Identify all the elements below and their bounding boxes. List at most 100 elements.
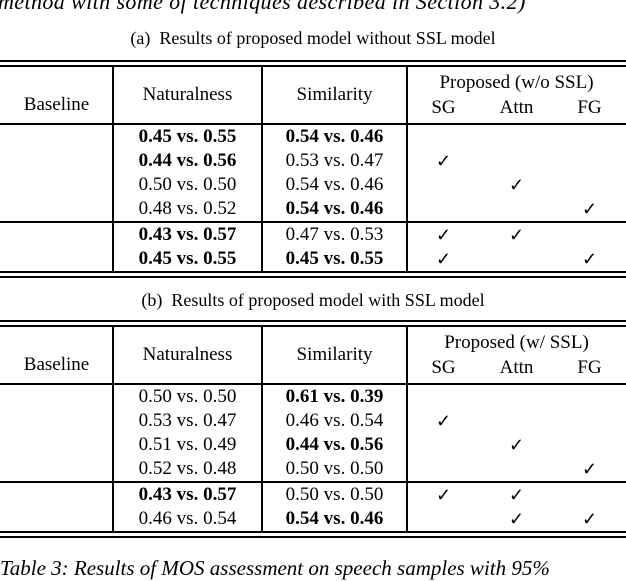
table-a-caption: (a) Results of proposed model without SSL… [0,28,626,49]
caption-a-text: Results of proposed model without SSL mo… [159,28,496,48]
proposed-checks-cell: ✓ [407,433,626,457]
proposed-subheaders: SG Attn FG [407,355,626,380]
similarity-score-cell: 0.61 vs. 0.39 [285,386,384,407]
sg-checkmark: ✓ [435,411,452,431]
proposed-checks-cell: ✓ ✓ [407,483,626,507]
column-header-baseline: Baseline [23,354,90,375]
naturalness-score-cell: 0.45 vs. 0.55 [138,126,237,147]
column-header-baseline: Baseline [23,94,90,115]
fg-checkmark [553,125,626,149]
caption-a-label: (a) [130,28,151,48]
similarity-score-cell: 0.50 vs. 0.50 [285,458,384,479]
similarity-score-cell: 0.54 vs. 0.46 [285,126,384,147]
similarity-score-cell: 0.50 vs. 0.50 [285,484,384,505]
column-header-similarity: Similarity [296,84,373,105]
table-row: 0.48 vs. 0.52 0.54 vs. 0.46 ✓ [0,197,626,221]
naturalness-score-cell: 0.44 vs. 0.56 [138,150,237,171]
baseline-cell [0,197,113,221]
sg-checkmark [407,385,480,409]
proposed-checks-cell: ✓ [407,173,626,197]
naturalness-score-cell: 0.48 vs. 0.52 [138,198,237,219]
attn-checkmark [480,247,553,271]
attn-checkmark: ✓ [508,485,525,505]
proposed-checks-cell [407,125,626,149]
table-bottom-double-rule [0,271,626,278]
fg-checkmark [553,409,626,433]
column-header-fg: FG [577,357,602,378]
similarity-score-cell: 0.54 vs. 0.46 [285,174,384,195]
fg-checkmark: ✓ [581,459,598,479]
column-header-attn: Attn [499,97,534,118]
attn-checkmark [480,197,553,221]
similarity-score-cell: 0.54 vs. 0.46 [285,508,384,529]
sg-checkmark [407,457,480,481]
table-b-caption: (b) Results of proposed model with SSL mo… [0,290,626,311]
naturalness-score-cell: 0.51 vs. 0.49 [138,434,237,455]
fg-checkmark: ✓ [581,249,598,269]
sg-checkmark: ✓ [435,151,452,171]
column-header-sg: SG [431,97,456,118]
attn-checkmark: ✓ [508,435,525,455]
table-row: 0.43 vs. 0.57 0.50 vs. 0.50 ✓ ✓ [0,483,626,507]
sg-checkmark: ✓ [435,225,452,245]
table-a-group-1: 0.45 vs. 0.55 0.54 vs. 0.46 0.44 vs. 0.56 0… [0,125,626,221]
group-separator-rule [0,481,626,483]
similarity-score-cell: 0.54 vs. 0.46 [285,198,384,219]
group-separator-rule [0,221,626,223]
column-separator [406,327,408,531]
similarity-score-cell: 0.44 vs. 0.56 [285,434,384,455]
column-separator [261,67,263,271]
table-row: 0.50 vs. 0.50 0.54 vs. 0.46 ✓ [0,173,626,197]
table-top-double-rule [0,320,626,327]
caption-b-label: (b) [141,290,163,310]
attn-checkmark [480,385,553,409]
header-separator-rule [0,383,626,385]
fg-checkmark [553,483,626,507]
baseline-cell [0,173,113,197]
naturalness-score-cell: 0.43 vs. 0.57 [138,224,237,245]
table-row: 0.50 vs. 0.50 0.61 vs. 0.39 [0,385,626,409]
attn-checkmark: ✓ [508,225,525,245]
table-row: 0.45 vs. 0.55 0.45 vs. 0.55 ✓ ✓ [0,247,626,271]
similarity-score-cell: 0.47 vs. 0.53 [285,224,384,245]
naturalness-score-cell: 0.45 vs. 0.55 [138,248,237,269]
table-a-group-2: 0.43 vs. 0.57 0.47 vs. 0.53 ✓ ✓ 0.45 vs. 0.5… [0,223,626,271]
caption-b-text: Results of proposed model with SSL model [171,290,485,310]
table-b-header-row: Baseline Naturalness Similarity Proposed… [0,327,626,383]
fg-checkmark: ✓ [581,199,598,219]
attn-checkmark [480,125,553,149]
table-row: 0.44 vs. 0.56 0.53 vs. 0.47 ✓ [0,149,626,173]
fg-checkmark [553,385,626,409]
table-row: 0.43 vs. 0.57 0.47 vs. 0.53 ✓ ✓ [0,223,626,247]
proposed-checks-cell: ✓ ✓ [407,507,626,531]
baseline-cell [0,507,113,531]
attn-checkmark: ✓ [508,175,525,195]
sg-checkmark [407,507,480,531]
baseline-cell [0,483,113,507]
sg-checkmark [407,125,480,149]
table-b-group-2: 0.43 vs. 0.57 0.50 vs. 0.50 ✓ ✓ 0.46 vs. 0.5… [0,483,626,531]
proposed-group-label: Proposed (w/ SSL) [444,332,589,353]
proposed-checks-cell: ✓ ✓ [407,247,626,271]
similarity-score-cell: 0.45 vs. 0.55 [285,248,384,269]
column-header-attn: Attn [499,357,534,378]
proposed-checks-cell: ✓ [407,409,626,433]
table-row: 0.51 vs. 0.49 0.44 vs. 0.56 ✓ [0,433,626,457]
sg-checkmark: ✓ [435,249,452,269]
proposed-checks-cell [407,385,626,409]
similarity-score-cell: 0.46 vs. 0.54 [285,410,384,431]
proposed-checks-cell: ✓ ✓ [407,223,626,247]
table-caption-clipped: Table 3: Results of MOS assessment on sp… [0,556,550,580]
table-row: 0.52 vs. 0.48 0.50 vs. 0.50 ✓ [0,457,626,481]
baseline-cell [0,223,113,247]
baseline-cell [0,247,113,271]
table-row: 0.53 vs. 0.47 0.46 vs. 0.54 ✓ [0,409,626,433]
proposed-subheaders: SG Attn FG [407,95,626,120]
naturalness-score-cell: 0.43 vs. 0.57 [138,484,237,505]
table-results-with-ssl: Baseline Naturalness Similarity Proposed… [0,320,626,538]
similarity-score-cell: 0.53 vs. 0.47 [285,150,384,171]
attn-checkmark [480,409,553,433]
naturalness-score-cell: 0.52 vs. 0.48 [138,458,237,479]
proposed-group-label: Proposed (w/o SSL) [439,72,594,93]
fg-checkmark [553,223,626,247]
